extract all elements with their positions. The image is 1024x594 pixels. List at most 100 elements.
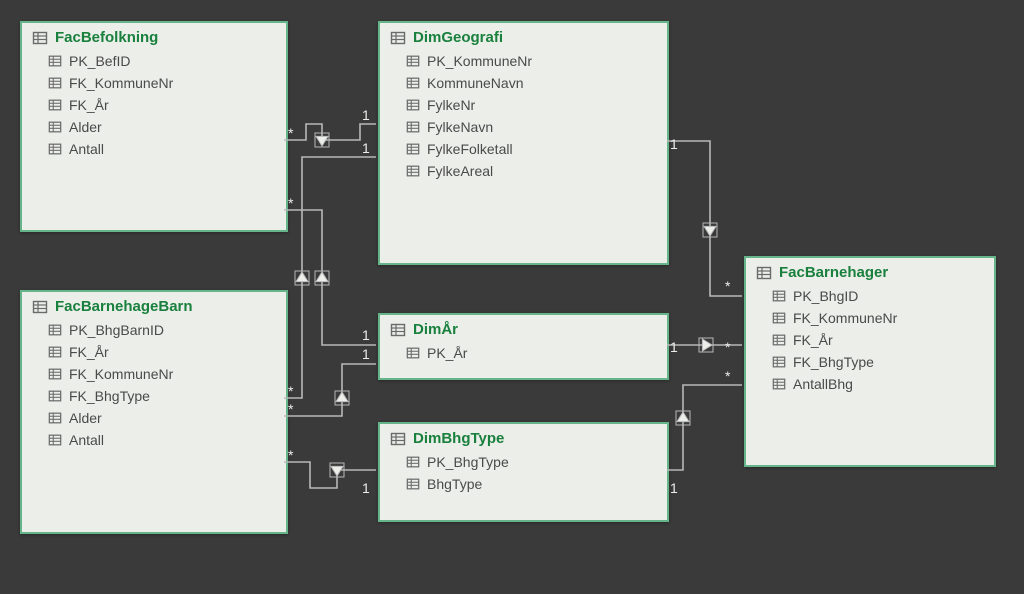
table-icon	[406, 76, 420, 90]
field-label: FK_BhgType	[793, 354, 874, 370]
field-row[interactable]: FK_KommuneNr	[22, 363, 286, 385]
field-row[interactable]: AntallBhg	[746, 373, 994, 395]
cardinality-label: 1	[670, 136, 678, 152]
field-row[interactable]: BhgType	[380, 473, 667, 495]
entity-FacBarnehageBarn[interactable]: FacBarnehageBarn PK_BhgBarnID FK_År FK_Komm…	[20, 290, 288, 534]
field-row[interactable]: FK_År	[22, 341, 286, 363]
field-row[interactable]: FylkeNavn	[380, 116, 667, 138]
table-icon	[406, 120, 420, 134]
table-icon	[48, 54, 62, 68]
cardinality-label: *	[288, 125, 293, 141]
table-icon	[48, 345, 62, 359]
entity-title: DimBhgType	[413, 430, 504, 447]
table-icon	[406, 98, 420, 112]
entity-header: DimÅr	[380, 315, 667, 342]
cardinality-label: 1	[670, 339, 678, 355]
table-icon	[48, 98, 62, 112]
entity-DimAar[interactable]: DimÅr PK_År	[378, 313, 669, 380]
table-icon	[772, 333, 786, 347]
field-row[interactable]: FK_KommuneNr	[746, 307, 994, 329]
cardinality-label: 1	[670, 480, 678, 496]
field-label: FK_År	[69, 344, 109, 360]
cardinality-label: *	[725, 278, 730, 294]
field-label: FK_KommuneNr	[69, 75, 173, 91]
field-row[interactable]: Alder	[22, 116, 286, 138]
cardinality-label: 1	[362, 346, 370, 362]
field-row[interactable]: FK_KommuneNr	[22, 72, 286, 94]
field-label: FylkeFolketall	[427, 141, 513, 157]
cardinality-label: *	[288, 195, 293, 211]
field-label: PK_BhgBarnID	[69, 322, 164, 338]
entity-header: FacBefolkning	[22, 23, 286, 50]
table-icon	[406, 455, 420, 469]
table-icon	[406, 346, 420, 360]
field-label: AntallBhg	[793, 376, 853, 392]
cardinality-label: 1	[362, 140, 370, 156]
entity-title: FacBarnehageBarn	[55, 298, 193, 315]
entity-header: FacBarnehager	[746, 258, 994, 285]
field-row[interactable]: FK_År	[746, 329, 994, 351]
er-diagram-canvas: FacBefolkning PK_BefID FK_KommuneNr FK_År Al…	[0, 0, 1024, 594]
cardinality-label: 1	[362, 107, 370, 123]
table-icon	[406, 142, 420, 156]
field-row[interactable]: PK_År	[380, 342, 667, 364]
table-icon	[390, 431, 406, 447]
cardinality-label: *	[725, 339, 730, 355]
field-label: FK_KommuneNr	[69, 366, 173, 382]
table-icon	[48, 367, 62, 381]
table-icon	[772, 355, 786, 369]
field-label: PK_År	[427, 345, 467, 361]
field-row[interactable]: Antall	[22, 429, 286, 451]
cardinality-label: *	[288, 383, 293, 399]
field-row[interactable]: KommuneNavn	[380, 72, 667, 94]
table-icon	[48, 142, 62, 156]
field-label: PK_BefID	[69, 53, 130, 69]
field-label: Antall	[69, 432, 104, 448]
field-label: PK_BhgType	[427, 454, 509, 470]
entity-FacBarnehager[interactable]: FacBarnehager PK_BhgID FK_KommuneNr FK_År FK…	[744, 256, 996, 467]
field-row[interactable]: PK_KommuneNr	[380, 50, 667, 72]
entity-header: DimGeografi	[380, 23, 667, 50]
entity-header: FacBarnehageBarn	[22, 292, 286, 319]
table-icon	[390, 30, 406, 46]
field-row[interactable]: PK_BefID	[22, 50, 286, 72]
field-label: FylkeNavn	[427, 119, 493, 135]
field-row[interactable]: FK_År	[22, 94, 286, 116]
entity-FacBefolkning[interactable]: FacBefolkning PK_BefID FK_KommuneNr FK_År Al…	[20, 21, 288, 232]
entity-header: DimBhgType	[380, 424, 667, 451]
entity-DimBhgType[interactable]: DimBhgType PK_BhgType BhgType	[378, 422, 669, 522]
table-icon	[48, 120, 62, 134]
field-row[interactable]: FK_BhgType	[22, 385, 286, 407]
table-icon	[772, 289, 786, 303]
table-icon	[48, 76, 62, 90]
field-row[interactable]: FylkeFolketall	[380, 138, 667, 160]
field-row[interactable]: FylkeNr	[380, 94, 667, 116]
field-label: FK_År	[69, 97, 109, 113]
cardinality-label: 1	[362, 480, 370, 496]
entity-title: DimGeografi	[413, 29, 503, 46]
table-icon	[406, 477, 420, 491]
cardinality-label: *	[725, 368, 730, 384]
field-row[interactable]: PK_BhgBarnID	[22, 319, 286, 341]
field-label: PK_BhgID	[793, 288, 858, 304]
field-label: FylkeAreal	[427, 163, 493, 179]
field-row[interactable]: FK_BhgType	[746, 351, 994, 373]
field-row[interactable]: PK_BhgID	[746, 285, 994, 307]
table-icon	[48, 411, 62, 425]
table-icon	[772, 311, 786, 325]
table-icon	[390, 322, 406, 338]
table-icon	[772, 377, 786, 391]
field-row[interactable]: FylkeAreal	[380, 160, 667, 182]
table-icon	[32, 30, 48, 46]
field-row[interactable]: PK_BhgType	[380, 451, 667, 473]
table-icon	[48, 389, 62, 403]
table-icon	[406, 54, 420, 68]
field-label: BhgType	[427, 476, 482, 492]
cardinality-label: *	[288, 447, 293, 463]
entity-DimGeografi[interactable]: DimGeografiPK_KommuneNrKommuneNavnFylkeN…	[378, 21, 669, 265]
field-row[interactable]: Antall	[22, 138, 286, 160]
entity-title: FacBefolkning	[55, 29, 158, 46]
field-label: FK_KommuneNr	[793, 310, 897, 326]
cardinality-label: 1	[362, 327, 370, 343]
field-row[interactable]: Alder	[22, 407, 286, 429]
